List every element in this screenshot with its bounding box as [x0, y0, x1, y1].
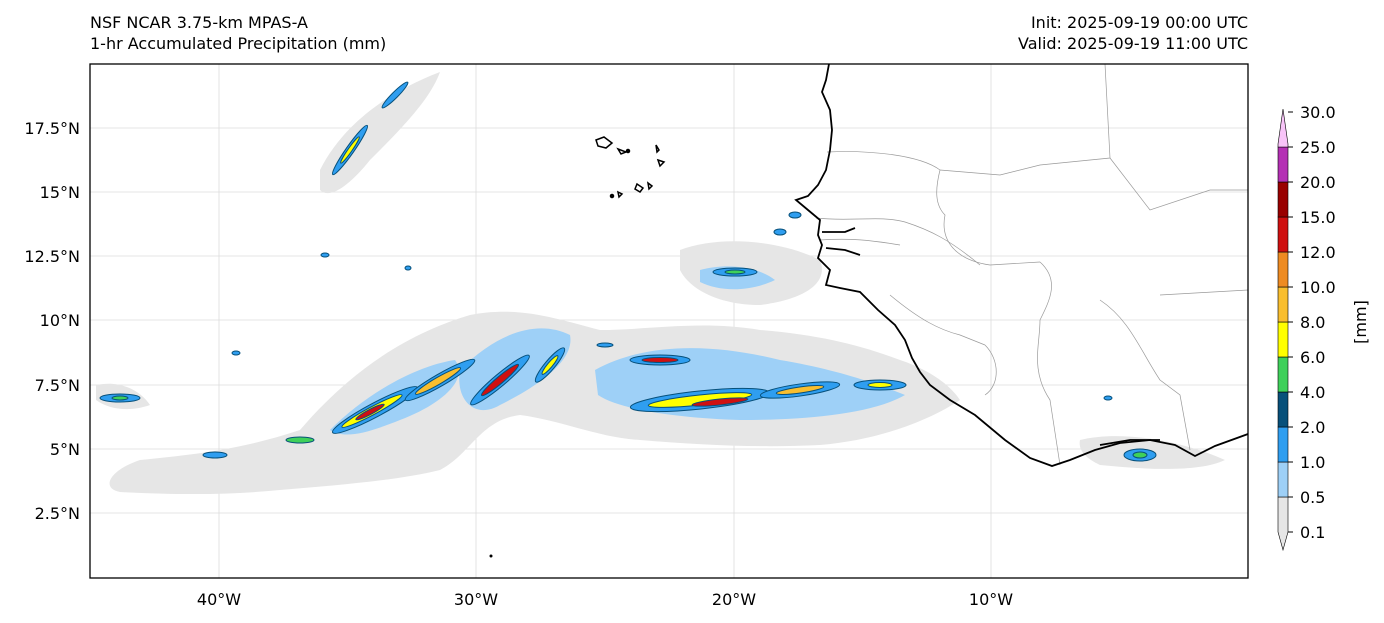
colorbar: 0.1 0.5 1.0 2.0 4.0 6.0 8.0 10.0 12.0 15.0 20.0 25.… — [1277, 103, 1370, 552]
colorbar-tick-label: 30.0 — [1300, 103, 1336, 122]
colorbar-ticks: 0.1 0.5 1.0 2.0 4.0 6.0 8.0 10.0 12.0 15.0 20.0 25.… — [1288, 103, 1336, 542]
colorbar-tick-label: 4.0 — [1300, 383, 1325, 402]
colorbar-swatch — [1277, 108, 1289, 148]
colorbar-swatch — [1277, 391, 1289, 428]
lat-label: 12.5°N — [24, 247, 80, 266]
colorbar-swatch — [1277, 426, 1289, 463]
map-frame — [89, 63, 1249, 579]
colorbar-tick-label: 0.5 — [1300, 488, 1325, 507]
colorbar-tick-label: 12.0 — [1300, 243, 1336, 262]
colorbar-swatch — [1277, 146, 1289, 183]
lat-label: 5°N — [50, 440, 80, 459]
colorbar-tick-label: 0.1 — [1300, 523, 1325, 542]
colorbar-tick-label: 6.0 — [1300, 348, 1325, 367]
valid-time: Valid: 2025-09-19 11:00 UTC — [1017, 34, 1248, 53]
colorbar-swatch — [1277, 321, 1289, 358]
colorbar-swatch — [1277, 356, 1289, 393]
time-block: Init: 2025-09-19 00:00 UTC Valid: 2025-0… — [890, 12, 1248, 54]
longitude-labels: 40°W 30°W 20°W 10°W — [197, 590, 1013, 609]
lat-label: 17.5°N — [24, 119, 80, 138]
coastline — [794, 64, 1248, 467]
model-title: NSF NCAR 3.75-km MPAS-A — [90, 13, 308, 32]
lon-label: 20°W — [712, 590, 756, 609]
title-block: NSF NCAR 3.75-km MPAS-A 1-hr Accumulated… — [90, 12, 386, 54]
colorbar-swatch — [1277, 181, 1289, 218]
colorbar-tick-label: 25.0 — [1300, 138, 1336, 157]
colorbar-unit-label: [mm] — [1351, 300, 1370, 344]
colorbar-tick-label: 1.0 — [1300, 453, 1325, 472]
lat-label: 10°N — [40, 311, 80, 330]
precip-heavy-cores — [99, 81, 1157, 462]
colorbar-tick-label: 20.0 — [1300, 173, 1336, 192]
colorbar-swatch — [1277, 251, 1289, 288]
cape-verde-islands — [595, 136, 666, 199]
gridlines — [90, 64, 1248, 578]
colorbar-swatch — [1277, 216, 1289, 253]
colorbar-tick-label: 2.0 — [1300, 418, 1325, 437]
lon-label: 40°W — [197, 590, 241, 609]
precip-light-areas — [96, 72, 1225, 495]
colorbar-tick-label: 15.0 — [1300, 208, 1336, 227]
colorbar-tick-label: 8.0 — [1300, 313, 1325, 332]
latitude-labels: 17.5°N 15°N 12.5°N 10°N 7.5°N 5°N 2.5°N — [24, 119, 80, 523]
lat-label: 2.5°N — [35, 504, 80, 523]
colorbar-swatch — [1277, 461, 1289, 498]
colorbar-swatches — [1277, 108, 1289, 552]
init-time: Init: 2025-09-19 00:00 UTC — [1030, 13, 1248, 32]
lat-label: 7.5°N — [35, 376, 80, 395]
country-borders — [815, 64, 1248, 466]
colorbar-swatch — [1277, 286, 1289, 323]
lat-label: 15°N — [40, 183, 80, 202]
colorbar-tick-label: 10.0 — [1300, 278, 1336, 297]
colorbar-swatch — [1277, 496, 1289, 552]
lon-label: 30°W — [454, 590, 498, 609]
field-title: 1-hr Accumulated Precipitation (mm) — [90, 34, 387, 53]
small-island — [489, 554, 493, 558]
lon-label: 10°W — [969, 590, 1013, 609]
